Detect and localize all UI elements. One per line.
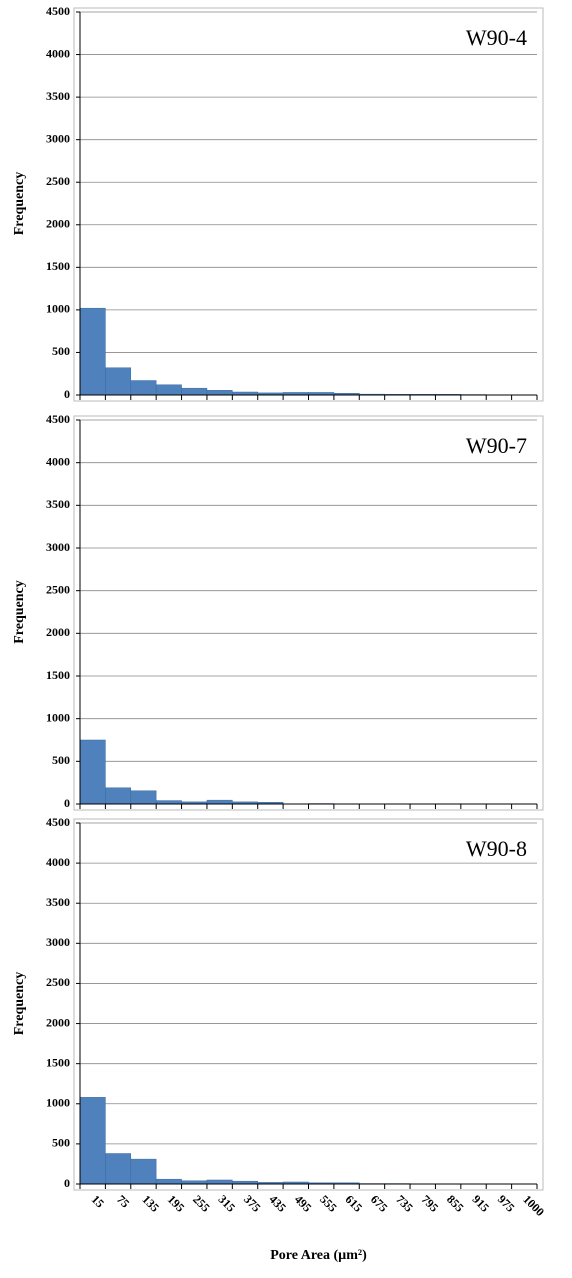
y-tick-label: 4000 <box>46 454 70 468</box>
y-tick-label: 1000 <box>46 710 70 724</box>
x-tick-label: 855 <box>444 1192 467 1215</box>
bar <box>206 799 233 805</box>
bar <box>206 1179 233 1185</box>
bar <box>79 307 106 396</box>
y-axis-title: Frequency <box>12 172 27 236</box>
y-tick-label: 3000 <box>46 540 70 554</box>
y-tick-label: 2500 <box>46 975 70 989</box>
y-tick-label: 4500 <box>46 815 70 829</box>
x-tick-label: 375 <box>241 1192 264 1215</box>
y-tick-label: 3500 <box>46 89 70 103</box>
x-tick-label: 975 <box>495 1192 518 1215</box>
x-tick-label: 555 <box>317 1192 340 1215</box>
y-tick-label: 1500 <box>46 259 70 273</box>
y-tick-label: 0 <box>64 796 70 810</box>
y-tick-label: 4500 <box>46 4 70 18</box>
x-axis-title: Pore Area (µm²) <box>270 1248 367 1263</box>
x-tick-label: 255 <box>190 1192 213 1215</box>
x-tick-label: 675 <box>368 1192 391 1215</box>
y-axis-title: Frequency <box>12 972 27 1036</box>
y-tick-label: 1500 <box>46 668 70 682</box>
y-tick-label: 3000 <box>46 131 70 145</box>
y-tick-label: 4000 <box>46 855 70 869</box>
plot-frame <box>73 415 544 811</box>
plot-frame <box>73 7 544 402</box>
y-tick-label: 2000 <box>46 1015 70 1029</box>
bar <box>206 390 233 396</box>
y-tick-label: 2500 <box>46 174 70 188</box>
bar <box>79 1097 106 1185</box>
y-tick-label: 1000 <box>46 1096 70 1110</box>
x-tick-label: 195 <box>165 1192 188 1215</box>
bar <box>130 790 157 805</box>
y-tick-label: 1500 <box>46 1055 70 1069</box>
x-tick-label: 795 <box>419 1192 442 1215</box>
y-tick-label: 1000 <box>46 302 70 316</box>
panel-label: W90-7 <box>466 433 527 458</box>
y-tick-label: 500 <box>52 1136 70 1150</box>
y-axis-title: Frequency <box>12 580 27 644</box>
y-tick-label: 0 <box>64 1176 70 1190</box>
x-tick-label: 75 <box>114 1192 132 1210</box>
panel-label: W90-8 <box>466 836 527 861</box>
x-tick-label: 615 <box>343 1192 366 1215</box>
bar <box>181 387 208 396</box>
plot-frame <box>73 818 544 1191</box>
bar <box>130 1158 157 1185</box>
bar <box>155 1178 182 1185</box>
y-tick-label: 500 <box>52 753 70 767</box>
y-tick-label: 3500 <box>46 895 70 909</box>
x-tick-label: 1000 <box>520 1192 547 1219</box>
bar <box>155 384 182 396</box>
x-tick-label: 915 <box>469 1192 492 1215</box>
bar <box>105 367 132 396</box>
bar <box>79 739 106 805</box>
y-tick-label: 0 <box>64 387 70 401</box>
y-tick-label: 2000 <box>46 625 70 639</box>
y-tick-label: 2000 <box>46 217 70 231</box>
x-tick-label: 135 <box>139 1192 162 1215</box>
bar <box>130 380 157 396</box>
bar <box>105 787 132 805</box>
x-tick-label: 315 <box>216 1192 239 1215</box>
bar <box>155 800 182 805</box>
panel-label: W90-4 <box>466 25 527 50</box>
bar <box>105 1153 132 1185</box>
x-tick-label: 435 <box>266 1192 289 1215</box>
y-tick-label: 4000 <box>46 46 70 60</box>
x-tick-label: 735 <box>393 1192 416 1215</box>
y-tick-label: 3500 <box>46 497 70 511</box>
y-tick-label: 2500 <box>46 582 70 596</box>
y-tick-label: 500 <box>52 344 70 358</box>
y-tick-label: 3000 <box>46 935 70 949</box>
x-tick-label: 15 <box>89 1192 107 1210</box>
x-tick-label: 495 <box>292 1192 315 1215</box>
y-tick-label: 4500 <box>46 412 70 426</box>
